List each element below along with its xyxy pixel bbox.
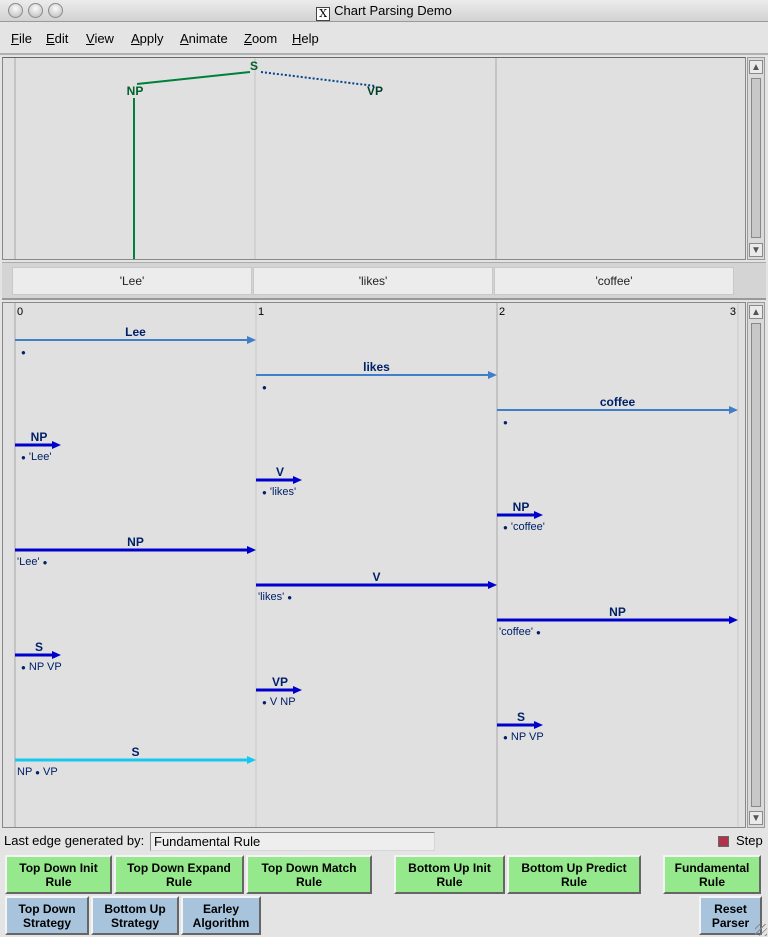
earley-algorithm-button[interactable]: Earley Algorithm: [181, 896, 261, 935]
chart-edge-arrow-icon: [488, 371, 497, 379]
chart-edge-label: Lee: [125, 325, 146, 339]
chart-position-label: 3: [730, 306, 736, 318]
chart-edge-label: VP: [272, 675, 288, 689]
chart-scrollbar[interactable]: ▲ ▼: [747, 302, 765, 828]
chart-edge-rhs: ● 'likes': [262, 486, 296, 498]
chart-edge-arrow-icon: [247, 336, 256, 344]
chart-edge-rhs: ●: [503, 418, 508, 427]
menu-zoom[interactable]: Zoom: [244, 31, 278, 46]
last-edge-field: Fundamental Rule: [150, 832, 435, 851]
reset-parser-button[interactable]: Reset Parser: [699, 896, 762, 935]
tree-branch-s-vp: [260, 71, 376, 87]
tree-node-s: S: [250, 59, 258, 73]
last-edge-label: Last edge generated by:: [4, 833, 145, 848]
chart-edge-label: V: [276, 465, 284, 479]
chart-edge-arrow-icon: [729, 616, 738, 624]
sentence-word: 'coffee': [494, 267, 734, 295]
chart-edge-arrow-icon: [293, 476, 302, 484]
close-window-button[interactable]: [8, 3, 23, 18]
top-down-init-rule-button[interactable]: Top Down Init Rule: [5, 855, 112, 894]
menu-edit[interactable]: Edit: [46, 31, 69, 46]
sentence-bar: 'Lee' 'likes' 'coffee': [2, 262, 766, 300]
scroll-thumb[interactable]: [751, 78, 761, 238]
chart-edge-label: V: [372, 570, 380, 584]
bottom-up-init-rule-button[interactable]: Bottom Up Init Rule: [394, 855, 505, 894]
menu-file[interactable]: File: [11, 31, 32, 46]
top-down-strategy-button[interactable]: Top Down Strategy: [5, 896, 89, 935]
chart-edge-arrow-icon: [52, 651, 61, 659]
top-down-match-rule-button[interactable]: Top Down Match Rule: [246, 855, 372, 894]
chart-position-label: 0: [17, 306, 23, 318]
chart-edge-label: coffee: [600, 395, 636, 409]
zoom-window-button[interactable]: [48, 3, 63, 18]
menu-animate[interactable]: Animate: [180, 31, 228, 46]
tree-node-np: NP: [127, 84, 144, 98]
chart-edge-arrow-icon: [52, 441, 61, 449]
chart-edge-label: NP: [127, 535, 144, 549]
bottom-up-predict-rule-button[interactable]: Bottom Up Predict Rule: [507, 855, 641, 894]
scroll-thumb[interactable]: [751, 323, 761, 807]
chart-edge-rhs: ● V NP: [262, 696, 296, 708]
scroll-up-icon[interactable]: ▲: [749, 60, 763, 74]
chart-edge-arrow-icon: [534, 721, 543, 729]
scroll-down-icon[interactable]: ▼: [749, 811, 763, 825]
step-checkbox[interactable]: [718, 836, 729, 847]
sentence-word: 'Lee': [12, 267, 252, 295]
chart-position-label: 1: [258, 306, 264, 318]
tree-view: S NP VP: [2, 57, 746, 260]
x11-icon: X: [316, 7, 331, 21]
chart-edge-rhs: ● 'coffee': [503, 521, 545, 533]
step-label: Step: [736, 833, 763, 848]
sentence-word: 'likes': [253, 267, 493, 295]
chart-edge-arrow-icon: [534, 511, 543, 519]
bottom-up-strategy-button[interactable]: Bottom Up Strategy: [91, 896, 179, 935]
tree-scrollbar[interactable]: ▲ ▼: [747, 57, 765, 260]
chart-edge-rhs: NP ● VP: [17, 766, 58, 778]
chart-view: 0 1 2 3 Lee ● likes ● coffee ● NP ● 'Lee' V ● 'likes'…: [2, 302, 746, 828]
chart-edge-arrow-icon: [247, 546, 256, 554]
chart-edge-arrow-icon: [247, 756, 256, 764]
chart-edge-label: NP: [31, 430, 48, 444]
menu-bar: File Edit View Apply Animate Zoom Help: [0, 23, 768, 55]
chart-edge-label: likes: [363, 360, 390, 374]
resize-grip-icon[interactable]: [755, 924, 767, 936]
menu-help[interactable]: Help: [292, 31, 319, 46]
chart-edge-rhs: ●: [262, 383, 267, 392]
chart-edge-rhs: 'coffee' ●: [499, 626, 541, 638]
chart-edge-label: NP: [513, 500, 530, 514]
chart-edge-rhs: ● NP VP: [503, 731, 544, 743]
chart-edge-rhs: ● 'Lee': [21, 451, 51, 463]
chart-edge-rhs: ●: [21, 348, 26, 357]
tree-node-vp: VP: [367, 84, 383, 98]
window-title: Chart Parsing Demo: [334, 3, 452, 18]
tree-branch-s-np: [136, 71, 251, 85]
minimize-window-button[interactable]: [28, 3, 43, 18]
fundamental-rule-button[interactable]: Fundamental Rule: [663, 855, 761, 894]
chart-edge-arrow-icon: [729, 406, 738, 414]
chart-edge-rhs: 'likes' ●: [258, 591, 292, 603]
chart-edge-arrow-icon: [488, 581, 497, 589]
chart-position-label: 2: [499, 306, 505, 318]
scroll-down-icon[interactable]: ▼: [749, 243, 763, 257]
title-bar: X Chart Parsing Demo: [0, 0, 768, 22]
chart-edge-label: S: [131, 745, 139, 759]
menu-apply[interactable]: Apply: [131, 31, 164, 46]
chart-edge-label: S: [35, 640, 43, 654]
scroll-up-icon[interactable]: ▲: [749, 305, 763, 319]
chart-edge-rhs: ● NP VP: [21, 661, 62, 673]
chart-edge-rhs: 'Lee' ●: [17, 556, 48, 568]
chart-edge-label: S: [517, 710, 525, 724]
menu-view[interactable]: View: [86, 31, 114, 46]
top-down-expand-rule-button[interactable]: Top Down Expand Rule: [114, 855, 244, 894]
chart-edge-label: NP: [609, 605, 626, 619]
chart-edge-arrow-icon: [293, 686, 302, 694]
